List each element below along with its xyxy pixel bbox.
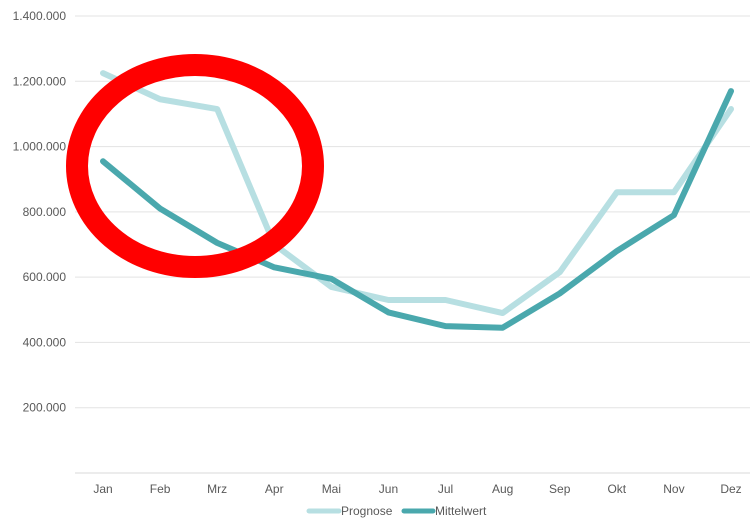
y-tick-label: 1.200.000 [13,74,67,88]
x-tick-label: Dez [720,482,741,496]
y-tick-label: 400.000 [23,335,67,349]
series-line-mittelwert [100,88,734,331]
x-tick-label: Nov [663,482,684,496]
legend: Prognose Mittelwert [306,504,487,518]
y-axis-tick-labels: 200.000 400.000 600.000 800.000 1.000.000 1.2… [13,9,67,415]
x-tick-label: Aug [492,482,513,496]
x-tick-label: Mai [322,482,341,496]
x-tick-label: Mrz [207,482,227,496]
legend-label: Prognose [341,504,393,518]
x-tick-label: Jul [438,482,453,496]
x-axis-tick-labels: Jan Feb Mrz Apr Mai Jun Jul Aug Sep Okt Nov Dez [93,482,741,496]
x-tick-label: Jan [93,482,112,496]
x-tick-label: Sep [549,482,571,496]
x-tick-label: Jun [379,482,398,496]
y-tick-label: 200.000 [23,401,67,415]
y-tick-label: 1.400.000 [13,9,67,23]
x-tick-label: Feb [150,482,171,496]
x-tick-label: Okt [607,482,626,496]
y-tick-label: 800.000 [23,205,67,219]
series-line-prognose [100,70,734,317]
series-lines [100,70,734,331]
y-tick-label: 1.000.000 [13,140,67,154]
legend-label: Mittelwert [435,504,487,518]
x-tick-label: Apr [265,482,284,496]
y-tick-label: 600.000 [23,270,67,284]
red-circle-annotation [66,54,324,278]
